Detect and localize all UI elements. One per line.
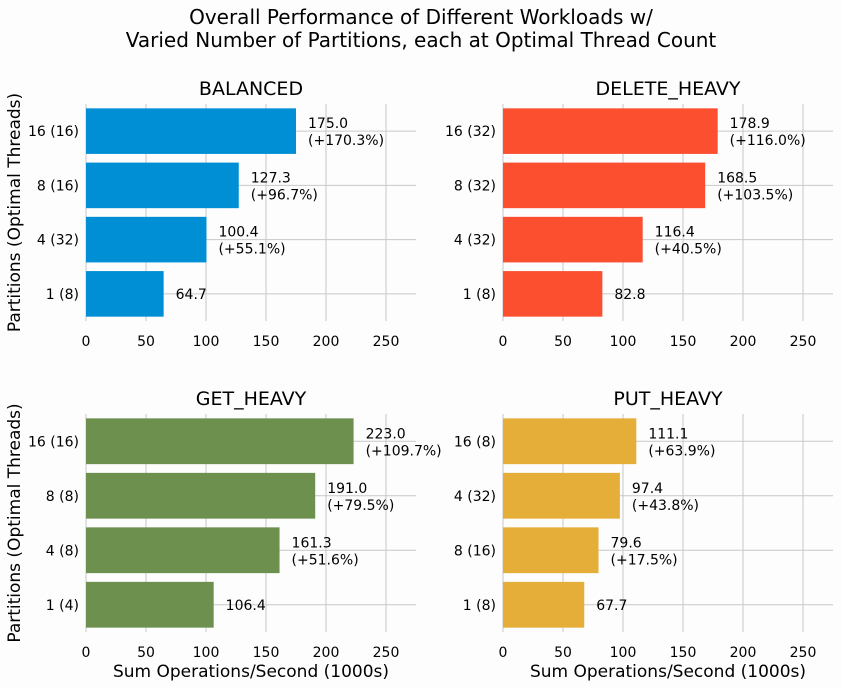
panel-4-xtick-label: 0 (499, 645, 508, 661)
panel-4-ytick-label: 4 (32) (454, 489, 496, 505)
panel-4-bar (503, 527, 599, 574)
panel-3-xtick-label: 200 (313, 645, 340, 661)
x-axis-label-col-1: Sum Operations/Second (1000s) (113, 662, 389, 682)
panel-4-xtick-label: 200 (730, 645, 757, 661)
panel-4-bar-value-label: 97.4 (632, 481, 663, 497)
panel-2-ytick-label: 1 (8) (463, 287, 496, 303)
panel-3-bar (86, 472, 316, 519)
panel-1-xtick-label: 150 (253, 334, 280, 350)
panel-2-bar-value-label: 116.4 (655, 225, 695, 241)
panel-1-ytick-label: 16 (16) (28, 124, 79, 140)
panel-4-bar-change-label: (+43.8%) (632, 498, 699, 514)
y-axis-label-row-1: Partitions (Optimal Threads) (5, 93, 25, 332)
panel-1-ytick-label: 1 (8) (46, 287, 79, 303)
panel-1-bar-value-label: 100.4 (218, 225, 258, 241)
panel-1-bar (86, 271, 164, 317)
panel-2-xtick-label: 250 (790, 334, 817, 350)
panel-1-bar-change-label: (+96.7%) (251, 187, 318, 203)
panel-1-bar-value-label: 64.7 (176, 287, 207, 303)
panel-2-bar-change-label: (+103.5%) (717, 187, 793, 203)
panel-2-ytick-label: 16 (32) (445, 124, 496, 140)
panel-3-bar (86, 418, 354, 465)
panel-4-xtick-label: 100 (610, 645, 637, 661)
panel-1-xtick-label: 50 (137, 334, 155, 350)
panel-1-bar (86, 216, 207, 263)
panel-3-ytick-label: 4 (8) (46, 543, 79, 559)
panel-2-bar-value-label: 168.5 (717, 170, 757, 186)
panel-3-xtick-label: 150 (253, 645, 280, 661)
panel-4-bar-value-label: 67.7 (596, 598, 627, 614)
panel-1-xtick-label: 250 (373, 334, 400, 350)
panel-4-bar (503, 418, 637, 465)
panel-3-xtick-label: 50 (137, 645, 155, 661)
panel-1-xtick-label: 0 (82, 334, 91, 350)
panel-3-bar-change-label: (+109.7%) (366, 443, 442, 459)
panel-2-bar-value-label: 82.8 (614, 287, 645, 303)
panel-4-title: PUT_HEAVY (613, 388, 723, 410)
panel-1-bar-change-label: (+170.3%) (308, 133, 384, 149)
panel-3-title: GET_HEAVY (196, 388, 307, 410)
panel-4-bar (503, 472, 620, 519)
panel-1-ytick-label: 4 (32) (37, 233, 79, 249)
panel-4-bar-value-label: 111.1 (648, 426, 688, 442)
figure-title-line-2: Varied Number of Partitions, each at Opt… (125, 28, 717, 52)
panel-1-title: BALANCED (199, 78, 303, 100)
panel-4-bar-change-label: (+63.9%) (648, 443, 715, 459)
panel-1-bar-value-label: 127.3 (251, 170, 291, 186)
panel-2-title: DELETE_HEAVY (595, 78, 740, 100)
panel-1-bar (86, 108, 296, 154)
panel-2-xtick-label: 150 (670, 334, 697, 350)
panel-2-ytick-label: 8 (32) (454, 178, 496, 194)
panel-3-bar-value-label: 223.0 (366, 426, 406, 442)
panel-2-xtick-label: 0 (499, 334, 508, 350)
panel-2-xtick-label: 50 (554, 334, 572, 350)
panel-4-bar-value-label: 79.6 (611, 535, 642, 551)
panel-1-xtick-label: 200 (313, 334, 340, 350)
panel-4-ytick-label: 16 (8) (454, 434, 496, 450)
panel-2-xtick-label: 200 (730, 334, 757, 350)
panel-1-bar-value-label: 175.0 (308, 116, 348, 132)
panel-2-bar-change-label: (+116.0%) (730, 133, 806, 149)
panel-3-xtick-label: 0 (82, 645, 91, 661)
panel-3-bar-change-label: (+79.5%) (327, 498, 394, 514)
panel-4-xtick-label: 250 (790, 645, 817, 661)
x-axis-label-col-2: Sum Operations/Second (1000s) (530, 662, 806, 682)
panel-4-xtick-label: 50 (554, 645, 572, 661)
panel-3-bar-value-label: 191.0 (327, 481, 367, 497)
panel-1-bar-change-label: (+55.1%) (218, 242, 285, 258)
panel-3-bar (86, 581, 214, 628)
panel-2-bar (503, 108, 718, 154)
panel-2-bar (503, 216, 643, 263)
panel-1-bar (86, 162, 239, 209)
panel-3-ytick-label: 8 (8) (46, 489, 79, 505)
panel-3-xtick-label: 250 (373, 645, 400, 661)
panel-1-ytick-label: 8 (16) (37, 178, 79, 194)
panel-2-xtick-label: 100 (610, 334, 637, 350)
panel-4-ytick-label: 8 (16) (454, 543, 496, 559)
panel-3-bar-value-label: 106.4 (226, 598, 266, 614)
panel-3-xtick-label: 100 (193, 645, 220, 661)
figure-title-line-1: Overall Performance of Different Workloa… (189, 5, 653, 29)
panel-1-xtick-label: 100 (193, 334, 220, 350)
panel-3-bar (86, 527, 280, 574)
panel-3-ytick-label: 1 (4) (46, 598, 79, 614)
panel-2-bar-value-label: 178.9 (730, 116, 770, 132)
panel-4-bar (503, 581, 585, 628)
panel-3-bar-change-label: (+51.6%) (292, 552, 359, 568)
y-axis-label-row-2: Partitions (Optimal Threads) (5, 403, 25, 642)
panel-2-bar (503, 271, 603, 317)
panel-2-bar (503, 162, 706, 209)
panel-3-bar-value-label: 161.3 (292, 535, 332, 551)
panel-2-bar-change-label: (+40.5%) (655, 242, 722, 258)
panel-4-xtick-label: 150 (670, 645, 697, 661)
panel-2-ytick-label: 4 (32) (454, 233, 496, 249)
panel-4-ytick-label: 1 (8) (463, 598, 496, 614)
panel-4-bar-change-label: (+17.5%) (611, 552, 678, 568)
panel-3-ytick-label: 16 (16) (28, 434, 79, 450)
